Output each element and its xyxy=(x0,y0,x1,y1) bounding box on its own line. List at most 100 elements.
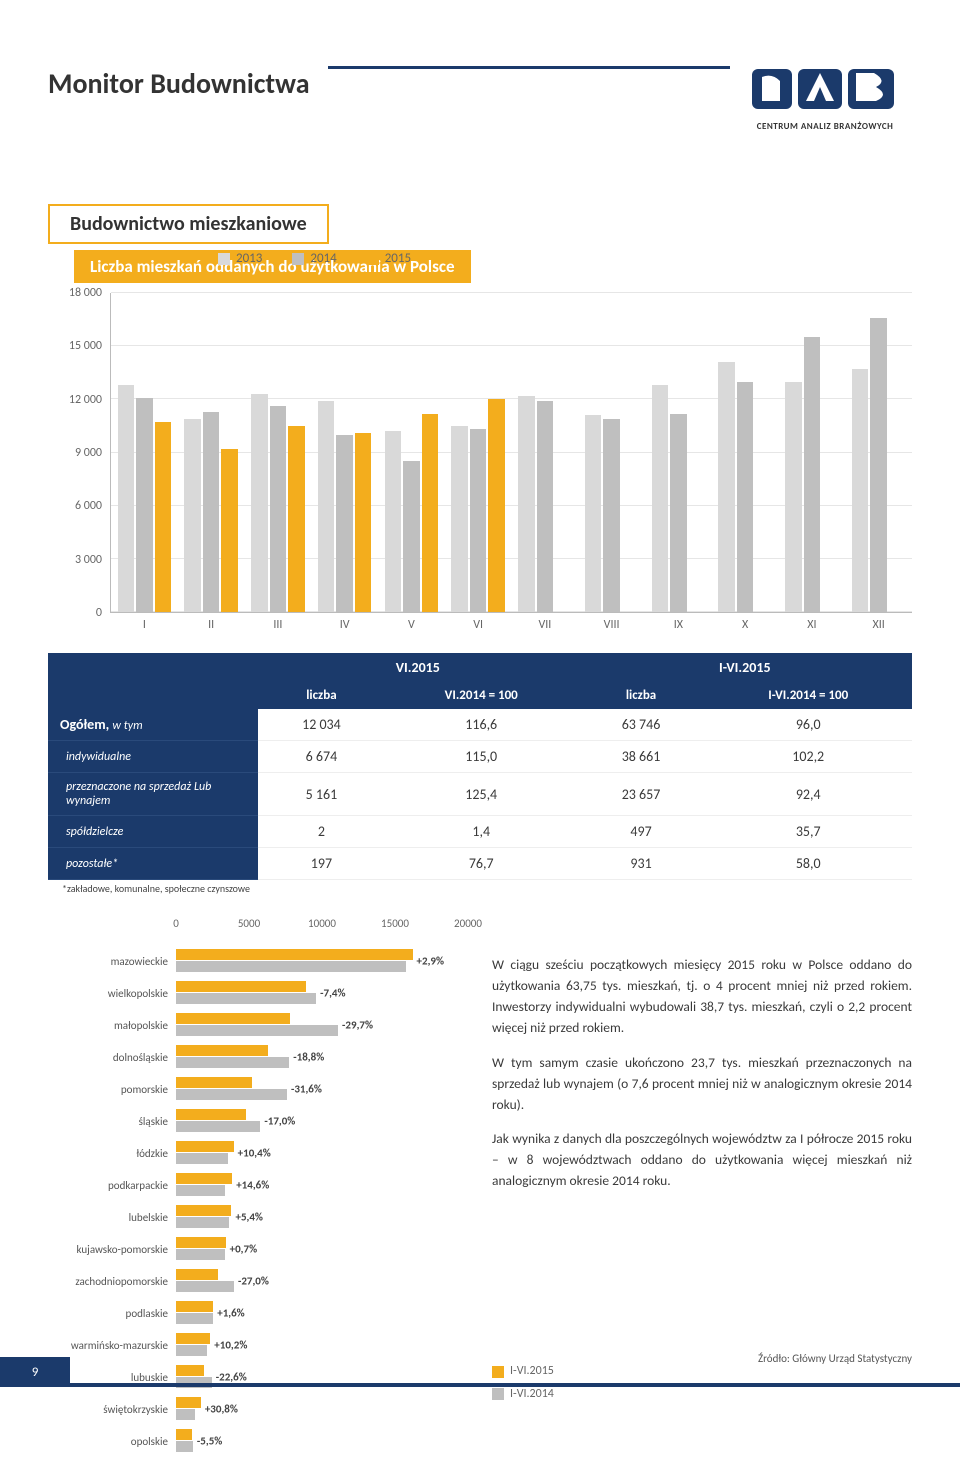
x-tick: IV xyxy=(311,618,378,632)
pct-label: +10,2% xyxy=(214,1339,247,1352)
row-label: indywidualne xyxy=(48,741,258,773)
hbar-row: wielkopolskie-7,4% xyxy=(48,977,468,1009)
y-tick: 18 000 xyxy=(69,286,102,300)
hbar-row: mazowieckie+2,9% xyxy=(48,945,468,977)
hx-tick: 5000 xyxy=(238,917,260,930)
hbar-2014 xyxy=(176,1313,213,1324)
legend-label: I-VI.2014 xyxy=(510,1385,554,1404)
hbar-row: łódzkie+10,4% xyxy=(48,1137,468,1169)
legend-label: I-VI.2015 xyxy=(510,1362,554,1381)
x-tick: XII xyxy=(845,618,912,632)
hbar-2015 xyxy=(176,1077,252,1088)
month-group: IV xyxy=(311,293,378,612)
bar xyxy=(403,461,419,612)
hbar-row: podlaskie+1,6% xyxy=(48,1297,468,1329)
hbar-2015 xyxy=(176,1429,192,1440)
pct-label: -27,0% xyxy=(238,1275,269,1288)
cell: 23 657 xyxy=(578,773,705,816)
cell: 92,4 xyxy=(704,773,912,816)
bar xyxy=(670,414,686,612)
pct-label: +30,8% xyxy=(205,1403,238,1416)
hbar-2015 xyxy=(176,949,413,960)
bar xyxy=(203,412,219,612)
bar xyxy=(870,318,886,612)
row-label: spółdzielcze xyxy=(48,816,258,848)
hbar-row: opolskie -5,5% xyxy=(48,1425,468,1457)
bar xyxy=(251,394,267,612)
y-tick: 15 000 xyxy=(69,339,102,353)
cell: 12 034 xyxy=(258,709,385,741)
hbar-2015 xyxy=(176,1269,218,1280)
hbar-2014 xyxy=(176,1409,195,1420)
region-label: zachodniopomorskie xyxy=(48,1275,176,1288)
hbar-row: lubelskie +5,4% xyxy=(48,1201,468,1233)
hbar-row: zachodniopomorskie -27,0% xyxy=(48,1265,468,1297)
region-label: lubelskie xyxy=(48,1211,176,1224)
hbar-row: śląskie-17,0% xyxy=(48,1105,468,1137)
cell: 63 746 xyxy=(578,709,705,741)
month-group: V xyxy=(378,293,445,612)
cell: 76,7 xyxy=(385,848,578,880)
cell: 197 xyxy=(258,848,385,880)
region-label: świętokrzyskie xyxy=(48,1403,176,1416)
bar xyxy=(270,406,286,612)
row-label: Ogółem, w tym xyxy=(48,709,258,741)
x-tick: VII xyxy=(512,618,579,632)
region-label: kujawsko-pomorskie xyxy=(48,1243,176,1256)
paragraph: W tym samym czasie ukończono 23,7 tys. m… xyxy=(492,1053,912,1116)
bar xyxy=(603,419,619,612)
y-tick: 0 xyxy=(96,606,102,620)
hbar-2014 xyxy=(176,1089,287,1100)
pct-label: +14,6% xyxy=(236,1179,269,1192)
bar xyxy=(355,433,371,612)
region-label: pomorskie xyxy=(48,1083,176,1096)
month-group: III xyxy=(245,293,312,612)
pct-label: +5,4% xyxy=(235,1211,262,1224)
y-tick: 9 000 xyxy=(75,446,102,460)
bar xyxy=(118,385,134,612)
row-label: pozostałe* xyxy=(48,848,258,880)
month-group: VI xyxy=(445,293,512,612)
hbar-row: małopolskie-29,7% xyxy=(48,1009,468,1041)
hbar-2014 xyxy=(176,1345,207,1356)
region-label: opolskie xyxy=(48,1435,176,1448)
pct-label: -5,5% xyxy=(197,1435,222,1448)
hbar-2015 xyxy=(176,1173,232,1184)
bar xyxy=(184,419,200,612)
paragraph: Jak wynika z danych dla poszczególnych w… xyxy=(492,1129,912,1192)
th-sub: I-VI.2014 = 100 xyxy=(704,682,912,709)
section-heading: Budownictwo mieszkaniowe xyxy=(48,204,329,244)
hbar-2014 xyxy=(176,961,406,972)
page-number: 9 xyxy=(0,1357,70,1387)
cell: 497 xyxy=(578,816,705,848)
cell: 116,6 xyxy=(385,709,578,741)
cell: 38 661 xyxy=(578,741,705,773)
bar xyxy=(136,398,152,612)
bar xyxy=(785,382,801,612)
th-sub: liczba xyxy=(578,682,705,709)
y-tick: 12 000 xyxy=(69,393,102,407)
cell: 96,0 xyxy=(704,709,912,741)
month-group: VIII xyxy=(578,293,645,612)
bar xyxy=(451,426,467,612)
hlegend-2015: I-VI.2015 xyxy=(492,1362,912,1381)
page-title: Monitor Budownictwa xyxy=(48,66,328,101)
region-label: podkarpackie xyxy=(48,1179,176,1192)
bar xyxy=(221,449,237,612)
hbar-row: lubuskie-22,6% xyxy=(48,1361,468,1393)
region-label: łódzkie xyxy=(48,1147,176,1160)
bar xyxy=(470,429,486,612)
legend-2013: 2013 xyxy=(218,251,262,266)
region-label: dolnośląskie xyxy=(48,1051,176,1064)
bar xyxy=(155,422,171,612)
x-tick: V xyxy=(378,618,445,632)
pct-label: -22,6% xyxy=(216,1371,247,1384)
page-header: Monitor Budownictwa CENTRUM ANALIZ BRANŻ… xyxy=(48,66,912,186)
bar xyxy=(652,385,668,612)
cell: 58,0 xyxy=(704,848,912,880)
th-sub: VI.2014 = 100 xyxy=(385,682,578,709)
bar xyxy=(718,362,734,612)
legend-label: 2013 xyxy=(236,251,262,266)
month-group: VII xyxy=(512,293,579,612)
bar xyxy=(288,426,304,612)
